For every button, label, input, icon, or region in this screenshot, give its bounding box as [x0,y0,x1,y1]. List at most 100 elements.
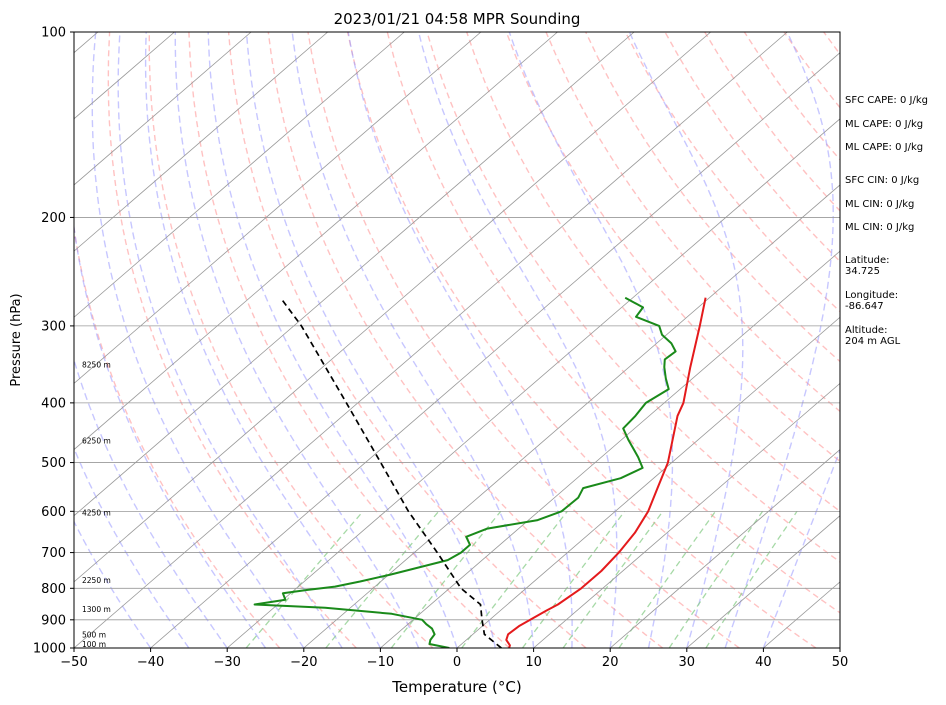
y-tick-label: 500 [41,456,66,471]
stat-sfc-cape: SFC CAPE: 0 J/kg [845,95,928,106]
isotherm [74,32,788,648]
mixing-ratio-line [705,510,798,648]
moist-adiabat [117,32,343,648]
x-tick-label: −30 [213,655,240,670]
y-tick-label: 200 [41,211,66,226]
moist-adiabat [508,32,674,648]
height-label: 100 m [82,640,106,649]
moist-adiabat [291,32,535,648]
dry-adiabat [426,32,840,563]
isotherm [533,382,840,648]
isotherm [150,52,840,648]
isotherm [456,316,840,648]
x-tick-label: 20 [602,655,619,670]
moist-adiabat [347,32,573,648]
isotherm [74,32,558,451]
height-label: 6250 m [82,436,111,445]
x-tick-label: 30 [679,655,696,670]
isotherm [380,250,840,648]
y-tick-label: 800 [41,582,66,597]
dry-adiabat [307,32,740,648]
x-tick-label: 10 [525,655,542,670]
height-label: 4250 m [82,509,111,518]
moist-adiabat [74,357,228,648]
stat-ml-cin: ML CIN: 0 J/kg [845,199,915,210]
height-label: 500 m [82,631,106,640]
dry-adiabat [227,32,587,648]
moist-adiabat [144,32,382,648]
latitude-value: 34.725 [845,266,880,277]
x-tick-label: −40 [137,655,164,670]
isotherm [74,32,482,384]
isotherm [686,515,840,648]
moist-adiabat [174,32,420,648]
isotherm [74,32,635,517]
dry-adiabat [505,32,840,463]
moist-adiabat [724,32,834,648]
x-tick-label: −20 [290,655,317,670]
chart-title: 2023/01/21 04:58 MPR Sounding [334,10,581,28]
mixing-ratio-line [325,510,440,648]
x-tick-label: 50 [832,655,849,670]
stat-ml-cape: ML CAPE: 0 J/kg [845,119,924,130]
x-axis-label: Temperature (°C) [391,678,521,696]
isotherm [303,184,840,648]
moist-adiabat [245,32,496,648]
dewpoint-profile [253,296,677,648]
stat-ml-cape-2: ML CAPE: 0 J/kg [845,142,924,153]
stat-ml-cin-2: ML CIN: 0 J/kg [845,222,915,233]
y-tick-label: 400 [41,396,66,411]
moist-adiabat [628,32,744,648]
longitude-value: -86.647 [845,301,884,312]
dry-adiabat [545,32,840,413]
x-tick-label: 0 [453,655,461,670]
moist-adiabat [74,222,267,648]
dry-adiabat [267,32,664,648]
mixing-ratio-line [390,510,502,648]
dry-adiabat [624,32,840,313]
isotherm [226,118,840,648]
y-axis-label: Pressure (hPa) [9,293,24,386]
dry-adiabat [585,32,840,363]
moist-adiabat [417,32,618,648]
y-tick-label: 300 [41,319,66,334]
stat-sfc-cin: SFC CIN: 0 J/kg [845,175,920,186]
mixing-ratio-line [521,510,626,648]
x-tick-label: −10 [367,655,394,670]
altitude-block: Altitude: 204 m AGL [845,325,900,347]
mixing-ratio-line [245,510,364,648]
dry-adiabat [386,32,840,614]
parcel-profile [279,297,502,648]
x-tick-label: −50 [60,655,87,670]
dry-adiabat [466,32,840,513]
moist-adiabat [207,32,458,648]
latitude-block: Latitude: 34.725 [845,255,890,277]
isotherm [74,32,405,318]
moist-adiabat [91,32,305,648]
latitude-label: Latitude: [845,255,890,266]
moist-adiabat [762,448,840,648]
sounding-stats-panel: SFC CAPE: 0 J/kg ML CAPE: 0 J/kg ML CAPE… [845,0,945,705]
temperature-profile [505,297,707,648]
height-label: 8250 m [82,361,111,370]
isotherm [74,32,328,252]
longitude-label: Longitude: [845,290,899,301]
dry-adiabat [346,32,817,648]
y-tick-label: 1000 [33,642,66,657]
height-label: 2250 m [82,576,111,585]
isotherm [74,32,252,186]
altitude-label: Altitude: [845,325,888,336]
isotherm [74,32,175,120]
height-label: 1300 m [82,605,111,614]
x-tick-label: 40 [755,655,772,670]
isotherm [609,449,840,648]
y-tick-label: 900 [41,613,66,628]
altitude-value: 204 m AGL [845,336,901,347]
longitude-block: Longitude: -86.647 [845,290,898,312]
y-tick-label: 600 [41,505,66,520]
dry-adiabat [107,32,357,648]
moist-adiabat [74,446,190,648]
dry-adiabat [148,32,434,648]
y-tick-label: 700 [41,546,66,561]
